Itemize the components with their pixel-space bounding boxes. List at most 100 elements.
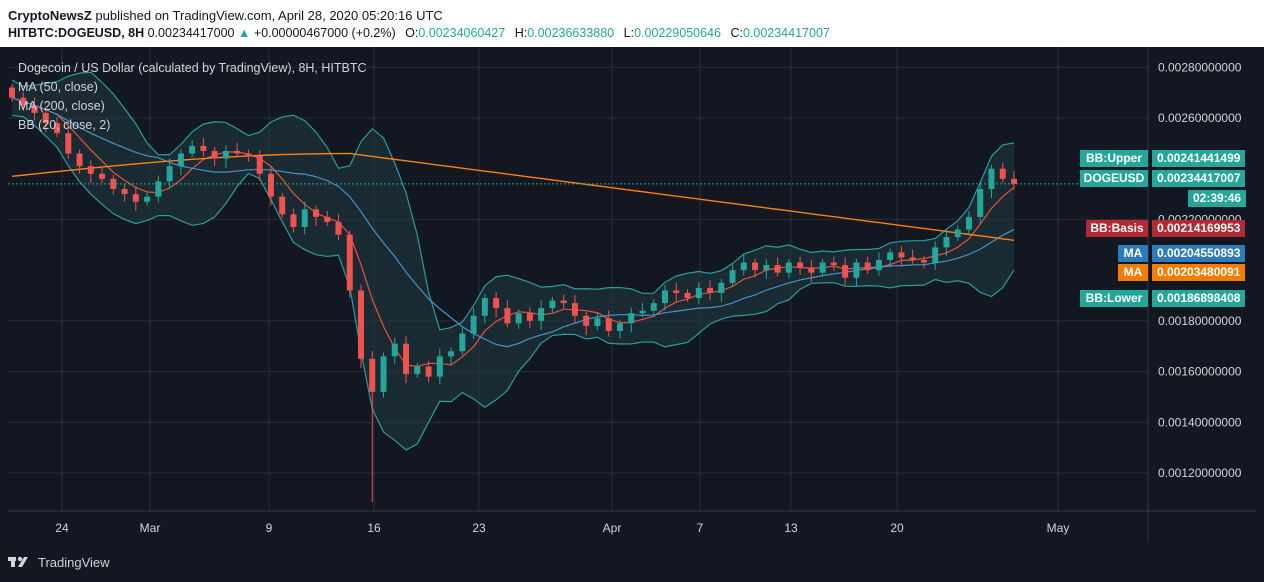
legend-bb[interactable]: BB (20, close, 2) bbox=[18, 118, 111, 132]
candle-body bbox=[245, 153, 252, 157]
close-value: 0.00234417007 bbox=[742, 26, 830, 40]
candle-body bbox=[954, 229, 961, 238]
candle-body bbox=[605, 318, 612, 331]
candle-body bbox=[639, 310, 646, 314]
candle-body bbox=[121, 188, 128, 195]
candle-body bbox=[155, 181, 162, 197]
candle-body bbox=[436, 356, 443, 377]
candle-body bbox=[887, 252, 894, 260]
candle-body bbox=[42, 112, 49, 124]
candle-body bbox=[493, 298, 500, 309]
candle-body bbox=[673, 290, 680, 293]
candle-body bbox=[538, 308, 545, 321]
x-tick-label: 16 bbox=[367, 521, 381, 535]
ma2-name: MA bbox=[1118, 264, 1148, 281]
legend-ma50[interactable]: MA (50, close) bbox=[18, 80, 98, 94]
candle-body bbox=[1011, 178, 1017, 184]
candle-body bbox=[54, 123, 61, 134]
candle-body bbox=[526, 313, 533, 321]
tradingview-logo[interactable]: TradingView bbox=[8, 554, 110, 570]
open-value: 0.00234060427 bbox=[418, 26, 506, 40]
candle-body bbox=[256, 156, 263, 174]
candle-body bbox=[560, 300, 567, 304]
candle-body bbox=[616, 323, 623, 331]
candle-body bbox=[977, 188, 984, 217]
candle-body bbox=[9, 87, 15, 98]
x-tick-label: 13 bbox=[784, 521, 798, 535]
ohlc-line: HITBTC:DOGEUSD, 8H 0.00234417000 ▲ +0.00… bbox=[8, 26, 830, 40]
y-tick-label: 0.00120000000 bbox=[1158, 466, 1242, 480]
close-label: C: bbox=[730, 26, 743, 40]
candle-body bbox=[335, 221, 342, 235]
ma2-value: 0.00203480091 bbox=[1152, 264, 1246, 281]
high-value: 0.00236633880 bbox=[527, 26, 615, 40]
candle-body bbox=[290, 214, 297, 228]
candle-body bbox=[448, 351, 455, 357]
low-label: L: bbox=[623, 26, 635, 40]
candle-body bbox=[189, 145, 196, 154]
y-tick-label: 0.00180000000 bbox=[1158, 314, 1242, 328]
candle-body bbox=[414, 366, 421, 375]
candle-body bbox=[459, 333, 466, 352]
candle-body bbox=[312, 209, 319, 217]
candle-body bbox=[166, 166, 173, 182]
candle-body bbox=[87, 166, 94, 174]
x-tick-label: 7 bbox=[697, 521, 704, 535]
candle-body bbox=[819, 262, 826, 273]
candle-body bbox=[144, 196, 151, 202]
bb-upper-name: BB:Upper bbox=[1080, 150, 1148, 167]
candle-body bbox=[470, 315, 477, 334]
x-tick-label: 23 bbox=[472, 521, 486, 535]
bb-lower-value: 0.00186898408 bbox=[1152, 290, 1246, 307]
x-tick-label: 20 bbox=[890, 521, 904, 535]
author-name[interactable]: CryptoNewsZ bbox=[8, 8, 92, 23]
x-tick-label: Apr bbox=[603, 521, 622, 535]
candle-body bbox=[707, 287, 714, 293]
candle-body bbox=[628, 313, 635, 324]
candle-body bbox=[65, 133, 72, 154]
candle-body bbox=[797, 262, 804, 268]
header-bar: CryptoNewsZ published on TradingView.com… bbox=[0, 0, 1264, 47]
legend-ma200[interactable]: MA (200, close) bbox=[18, 99, 105, 113]
candle-body bbox=[898, 252, 905, 258]
countdown-value: 02:39:46 bbox=[1188, 190, 1247, 207]
price-chart[interactable]: 0.002800000000.002600000000.002200000000… bbox=[0, 47, 1264, 547]
candle-body bbox=[718, 282, 725, 293]
candle-body bbox=[132, 194, 139, 202]
candle-body bbox=[740, 262, 747, 271]
candle-body bbox=[830, 262, 837, 266]
candle-body bbox=[774, 265, 781, 273]
candle-body bbox=[695, 287, 702, 299]
candle-body bbox=[571, 303, 578, 316]
bb-lower-line bbox=[11, 114, 1015, 451]
up-arrow-icon: ▲ bbox=[238, 26, 251, 40]
ma1-name: MA bbox=[1118, 245, 1148, 262]
tradingview-brand: TradingView bbox=[38, 554, 110, 570]
bb-basis-name: BB:Basis bbox=[1086, 220, 1148, 237]
x-tick-label: 9 bbox=[266, 521, 273, 535]
candle-body bbox=[177, 153, 184, 167]
candle-body bbox=[853, 262, 860, 278]
candle-body bbox=[583, 315, 590, 326]
candle-body bbox=[943, 237, 950, 248]
candle-body bbox=[504, 308, 511, 324]
candle-body bbox=[211, 150, 218, 159]
price-value: 0.00234417007 bbox=[1152, 170, 1246, 187]
candle-body bbox=[279, 196, 286, 215]
y-tick-label: 0.00280000000 bbox=[1158, 60, 1242, 74]
candle-body bbox=[403, 343, 410, 375]
price-name: DOGEUSD bbox=[1080, 170, 1148, 187]
candle-body bbox=[481, 298, 488, 316]
y-tick-label: 0.00160000000 bbox=[1158, 365, 1242, 379]
bb-upper-value: 0.00241441499 bbox=[1152, 150, 1246, 167]
candle-body bbox=[20, 97, 27, 106]
ma1-value: 0.00204550893 bbox=[1152, 245, 1246, 262]
candle-body bbox=[358, 290, 365, 359]
bb-upper-line bbox=[11, 71, 1015, 331]
x-tick-label: Mar bbox=[140, 521, 161, 535]
candle-body bbox=[729, 270, 736, 283]
candle-body bbox=[267, 173, 274, 197]
candle-body bbox=[661, 290, 668, 304]
candle-body bbox=[842, 265, 849, 278]
high-label: H: bbox=[514, 26, 528, 40]
